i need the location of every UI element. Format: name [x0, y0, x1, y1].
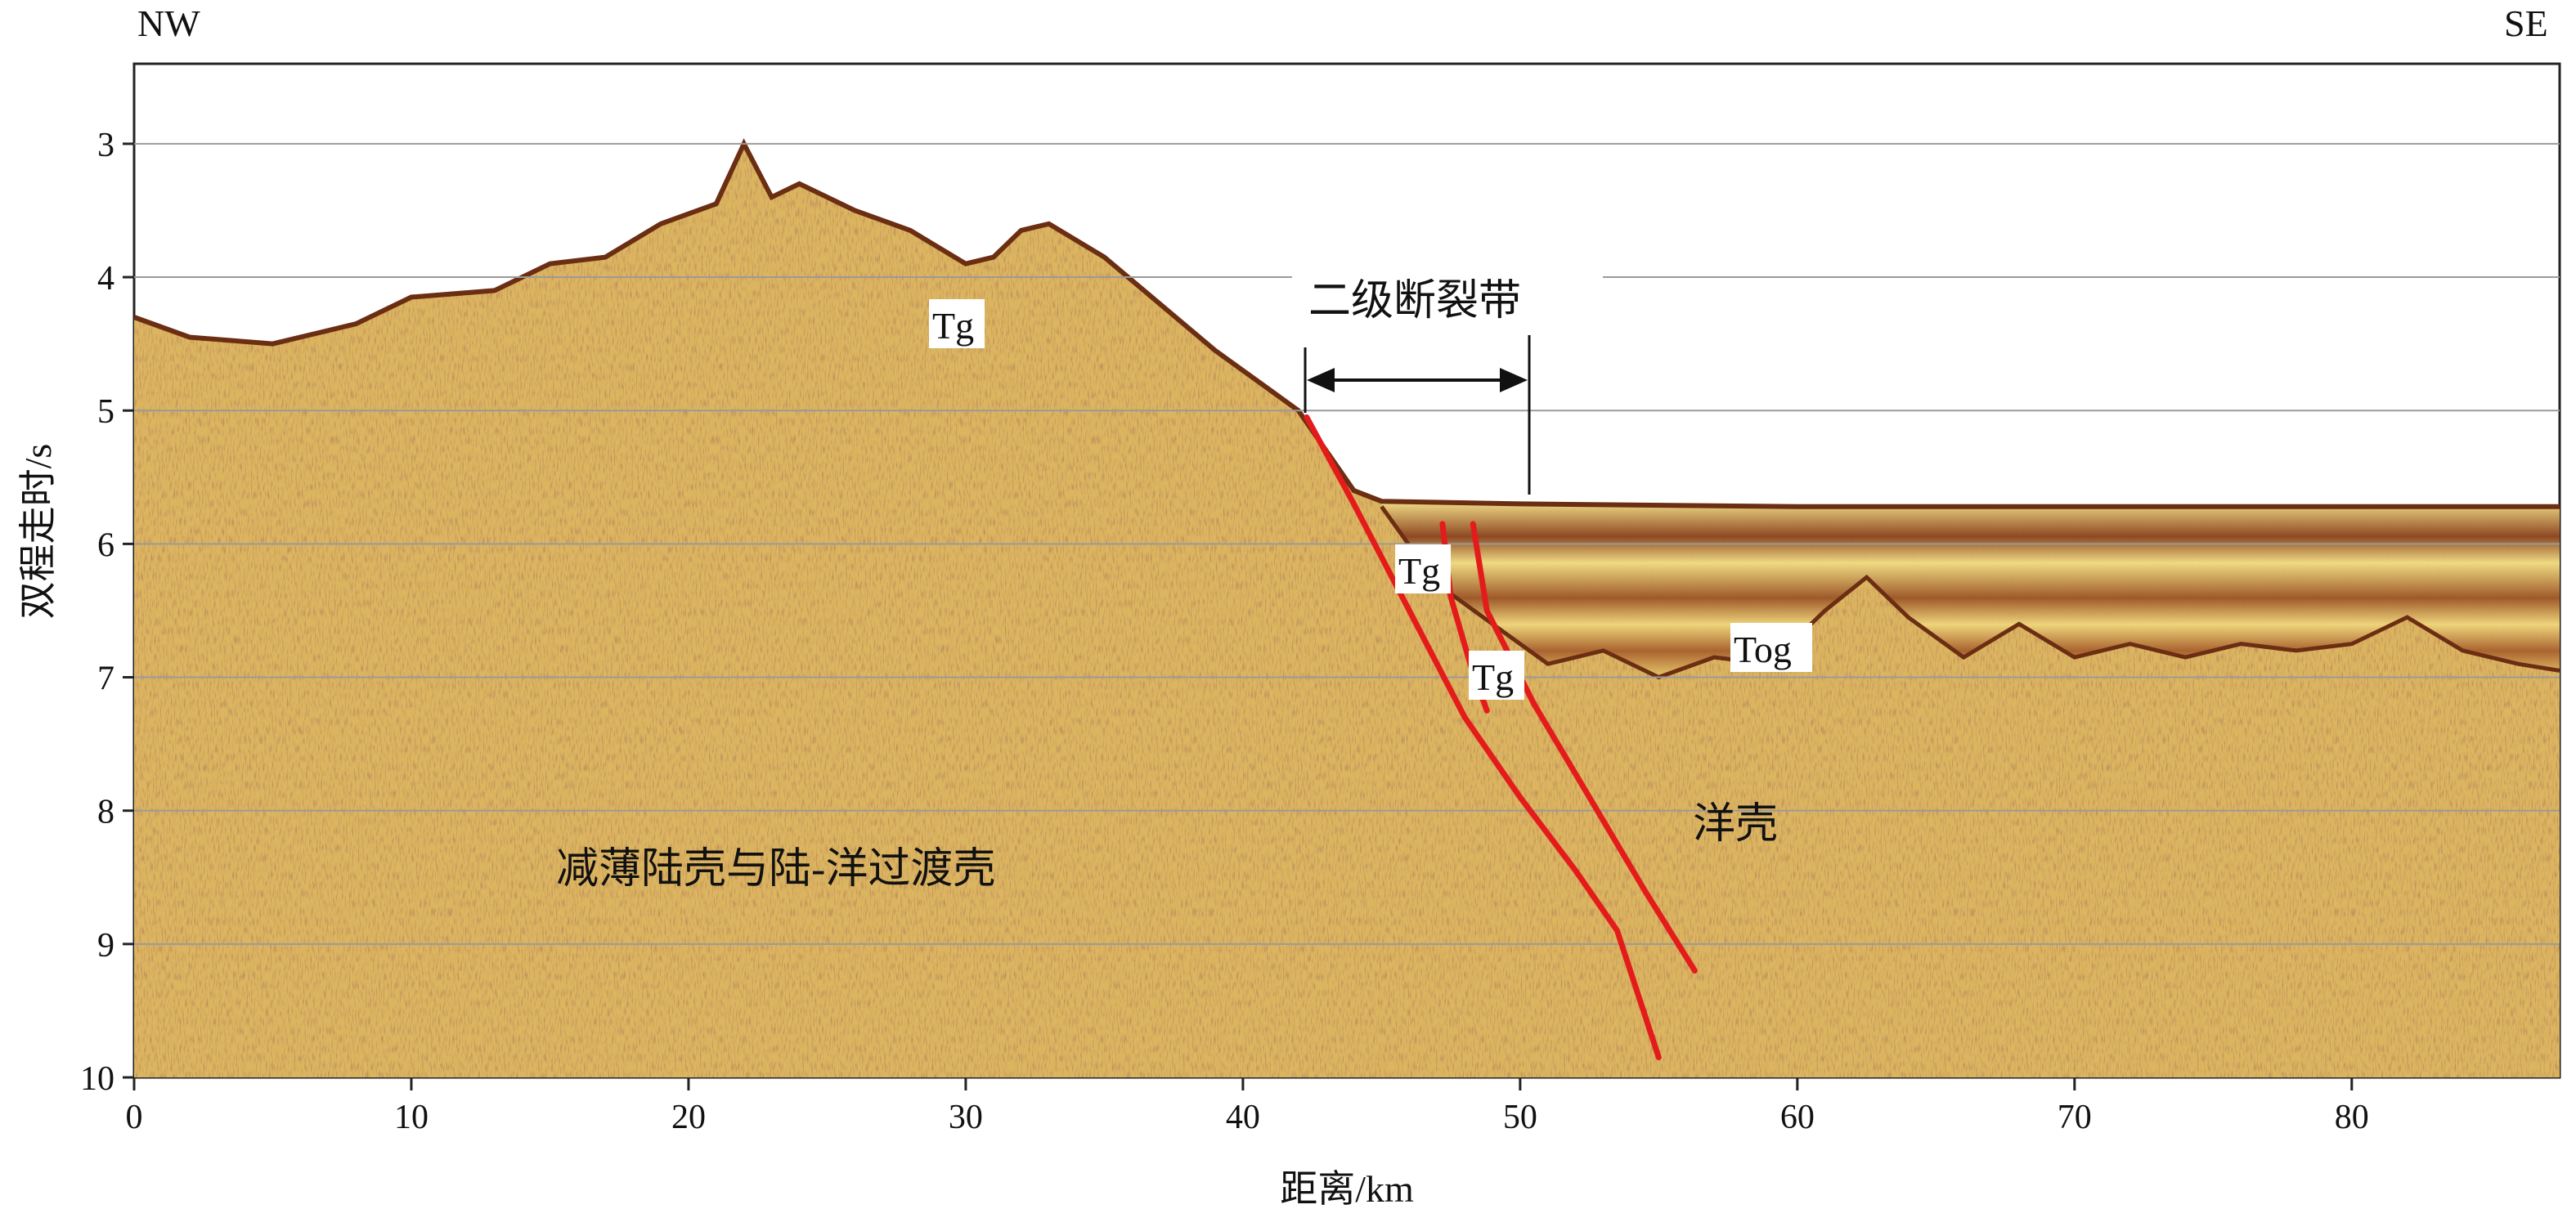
nw-label: NW	[137, 2, 200, 44]
x-tick-label: 60	[1780, 1099, 1815, 1136]
horizon-labels: Tg Tg Tg Tog 减薄陆壳与陆-洋过渡壳 洋壳	[556, 299, 1812, 893]
y-axis-label: 双程走时/s	[17, 444, 59, 620]
fault-zone-annotation: 二级断裂带	[1292, 270, 1603, 495]
fault-line-right	[1470, 521, 1698, 974]
crust-right-label: 洋壳	[1693, 801, 1778, 848]
x-tick-label: 70	[2058, 1099, 2092, 1136]
x-tick-label: 40	[1226, 1099, 1260, 1136]
fault-zone-arrow-left-head	[1307, 368, 1335, 392]
fault-zone-label: 二级断裂带	[1308, 278, 1521, 325]
x-axis-label: 距离/km	[1280, 1168, 1414, 1210]
fault-line-main	[1304, 414, 1662, 1060]
seismic-texture	[134, 143, 2560, 1077]
y-tick-label: 6	[97, 526, 114, 564]
y-tick-label: 8	[97, 794, 114, 831]
y-tick-label: 4	[97, 260, 114, 298]
y-tick-label: 10	[80, 1060, 114, 1098]
y-tick-label: 3	[97, 127, 114, 164]
grid-lines	[134, 142, 2560, 945]
y-tick-label: 7	[97, 660, 114, 698]
crust-left-label: 减薄陆壳与陆-洋过渡壳	[556, 846, 995, 893]
x-tick-label: 80	[2335, 1099, 2369, 1136]
x-tick-label: 30	[949, 1099, 983, 1136]
tg-label-1: Tg	[932, 305, 974, 347]
y-axis-ticks: 3 4 5 6 7 8 9 10	[80, 127, 134, 1098]
tog-label: Tog	[1734, 629, 1792, 670]
se-label: SE	[2504, 2, 2548, 44]
x-tick-label: 50	[1503, 1099, 1537, 1136]
x-axis-ticks: 0 10 20 30 40 50 60 70 80	[126, 1077, 2369, 1136]
x-tick-label: 0	[126, 1099, 143, 1136]
sediment-layers	[1381, 501, 2560, 678]
seafloor-reflector	[134, 138, 2560, 509]
x-tick-label: 10	[394, 1099, 429, 1136]
tog-reflector	[1380, 505, 2560, 680]
y-tick-label: 5	[97, 393, 114, 431]
fault-zone-arrow-right-head	[1500, 368, 1528, 392]
x-tick-label: 20	[671, 1099, 706, 1136]
tg-label-2: Tg	[1398, 550, 1440, 592]
tg-label-3: Tg	[1472, 656, 1514, 698]
y-tick-label: 9	[97, 927, 114, 965]
